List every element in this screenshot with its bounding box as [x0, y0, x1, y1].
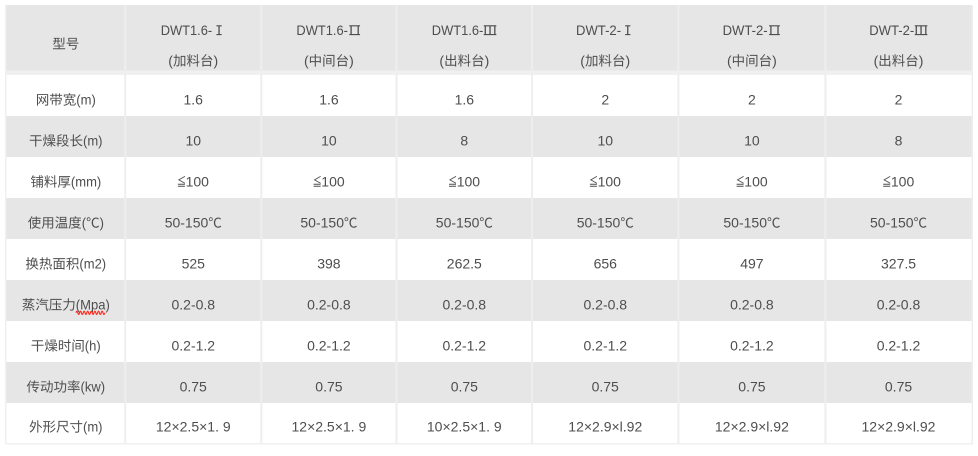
svg-text:0.2-0.8: 0.2-0.8	[730, 297, 774, 313]
svg-text:(: (	[874, 53, 879, 69]
svg-text:50-150: 50-150	[870, 215, 914, 231]
svg-text:262.5: 262.5	[447, 256, 482, 272]
svg-text:0.2-1.2: 0.2-1.2	[172, 338, 216, 354]
svg-text:525: 525	[182, 256, 206, 272]
svg-text:(: (	[304, 53, 309, 69]
svg-text:0.2-0.8: 0.2-0.8	[307, 297, 351, 313]
svg-text:2: 2	[748, 92, 756, 108]
svg-text:100: 100	[457, 174, 481, 190]
svg-text:0.75: 0.75	[592, 379, 619, 395]
svg-text:50-150: 50-150	[165, 215, 209, 231]
svg-text:(: (	[727, 53, 732, 69]
svg-text:(m): (m)	[76, 92, 96, 108]
svg-text:12×2.9×l.92: 12×2.9×l.92	[862, 419, 936, 435]
svg-text:0.2-0.8: 0.2-0.8	[877, 297, 921, 313]
svg-text:DWT-2-: DWT-2-	[723, 22, 768, 38]
svg-text:50-150: 50-150	[723, 215, 767, 231]
svg-text:656: 656	[594, 256, 618, 272]
svg-text:0.2-1.2: 0.2-1.2	[307, 338, 351, 354]
svg-text:1.6: 1.6	[319, 92, 339, 108]
svg-text:1.6: 1.6	[455, 92, 475, 108]
svg-text:12×2.9×l.92: 12×2.9×l.92	[715, 419, 789, 435]
svg-text:DWT1.6-: DWT1.6-	[161, 22, 213, 38]
svg-text:(m): (m)	[83, 133, 103, 149]
svg-text:10: 10	[321, 133, 337, 149]
svg-text:): )	[349, 53, 354, 69]
svg-text:DWT-2-: DWT-2-	[576, 22, 621, 38]
svg-text:50-150: 50-150	[436, 215, 480, 231]
svg-text:8: 8	[895, 133, 903, 149]
svg-text:(: (	[168, 53, 173, 69]
svg-text:10: 10	[744, 133, 760, 149]
svg-text:497: 497	[740, 256, 764, 272]
svg-text:DWT1.6-: DWT1.6-	[432, 22, 484, 38]
svg-text:(m2): (m2)	[79, 256, 106, 272]
svg-text:0.75: 0.75	[738, 379, 765, 395]
svg-text:0.2-1.2: 0.2-1.2	[730, 338, 774, 354]
svg-text:100: 100	[744, 174, 768, 190]
svg-text:0.2-1.2: 0.2-1.2	[877, 338, 921, 354]
svg-text:0.2-1.2: 0.2-1.2	[443, 338, 487, 354]
svg-text:(h): (h)	[85, 338, 101, 354]
svg-text:2: 2	[601, 92, 609, 108]
svg-text:): )	[626, 53, 631, 69]
svg-text:1.6: 1.6	[184, 92, 204, 108]
svg-text:2: 2	[895, 92, 903, 108]
svg-text:0.2-0.8: 0.2-0.8	[584, 297, 628, 313]
svg-text:): )	[214, 53, 219, 69]
svg-text:0.2-0.8: 0.2-0.8	[172, 297, 216, 313]
svg-text:0.75: 0.75	[180, 379, 207, 395]
svg-text:): )	[772, 53, 777, 69]
svg-text:398: 398	[317, 256, 341, 272]
svg-text:0.75: 0.75	[315, 379, 342, 395]
svg-text:12×2.5×1. 9: 12×2.5×1. 9	[156, 419, 231, 435]
svg-text:): )	[485, 53, 490, 69]
svg-text:12×2.9×l.92: 12×2.9×l.92	[568, 419, 642, 435]
svg-text:(: (	[82, 215, 87, 231]
svg-text:DWT1.6-: DWT1.6-	[296, 22, 348, 38]
svg-text:(m): (m)	[83, 419, 103, 435]
svg-text:(kw): (kw)	[81, 379, 106, 395]
svg-text:100: 100	[598, 174, 622, 190]
svg-text:10: 10	[186, 133, 202, 149]
svg-text:12×2.5×1. 9: 12×2.5×1. 9	[292, 419, 367, 435]
svg-text:100: 100	[186, 174, 210, 190]
svg-text:0.2-1.2: 0.2-1.2	[584, 338, 628, 354]
svg-text:(: (	[439, 53, 444, 69]
svg-text:(: (	[580, 53, 585, 69]
svg-text:327.5: 327.5	[881, 256, 916, 272]
svg-text:8: 8	[460, 133, 468, 149]
svg-text:10×2.5×1. 9: 10×2.5×1. 9	[427, 419, 502, 435]
svg-text:DWT-2-: DWT-2-	[869, 22, 914, 38]
svg-text:0.2-0.8: 0.2-0.8	[443, 297, 487, 313]
svg-text:50-150: 50-150	[300, 215, 344, 231]
svg-text:10: 10	[598, 133, 614, 149]
svg-text:): )	[919, 53, 924, 69]
svg-text:100: 100	[321, 174, 345, 190]
svg-text:): )	[100, 215, 104, 231]
svg-text:100: 100	[891, 174, 915, 190]
svg-text:(mm): (mm)	[71, 174, 101, 190]
svg-text:0.75: 0.75	[451, 379, 478, 395]
svg-text:0.75: 0.75	[885, 379, 912, 395]
svg-text:50-150: 50-150	[577, 215, 621, 231]
svg-text:(Mpa): (Mpa)	[76, 297, 110, 313]
